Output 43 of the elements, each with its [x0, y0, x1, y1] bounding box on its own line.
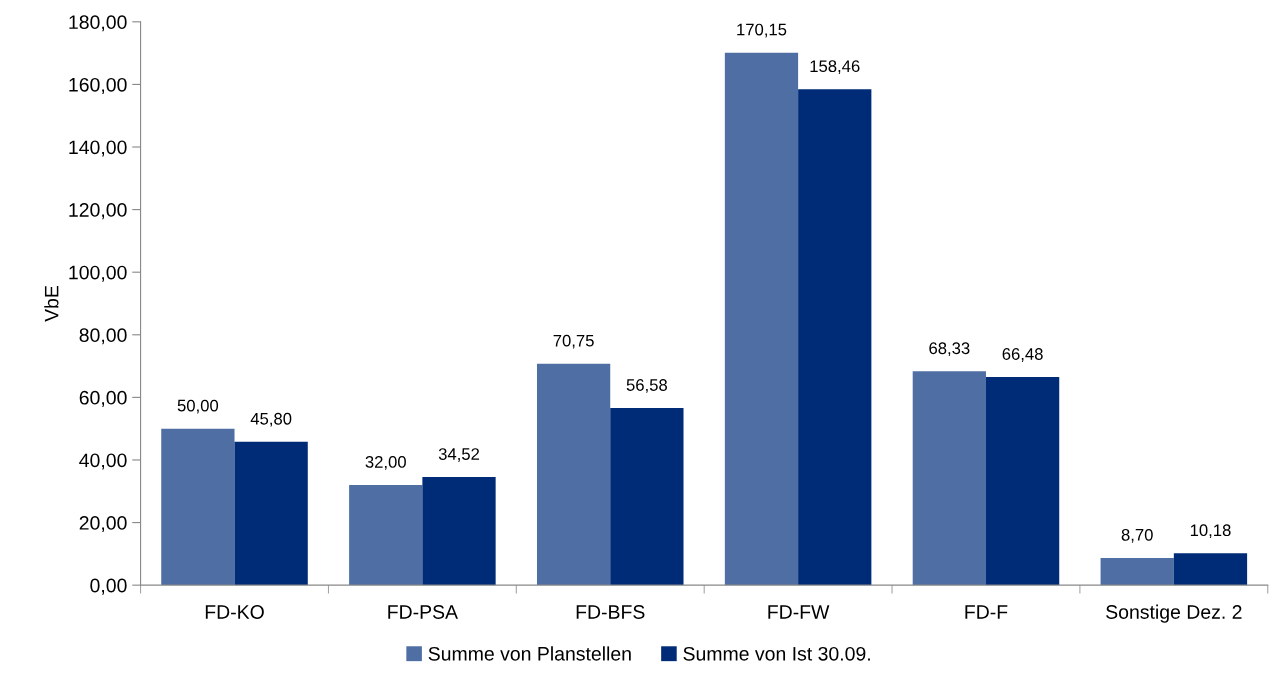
legend-label: Summe von Planstellen — [428, 646, 631, 661]
x-tick-label: Sonstige Dez. 2 — [1106, 604, 1242, 623]
x-tick-label: FD-BFS — [576, 605, 645, 619]
y-tick-label: 120,00 — [69, 203, 127, 220]
bar — [349, 485, 423, 586]
bar — [234, 441, 308, 586]
x-tick-label: FD-KO — [205, 605, 264, 619]
bar — [798, 89, 872, 586]
data-label: 170,15 — [737, 23, 787, 38]
data-label: 8,70 — [1121, 528, 1153, 543]
y-tick-label: 0,00 — [90, 578, 127, 595]
x-tick-label: FD-F — [965, 605, 1008, 619]
bar — [912, 371, 986, 586]
data-label: 10,18 — [1190, 524, 1231, 539]
bar — [724, 52, 799, 586]
legend-label: Summe von Ist 30.09. — [683, 646, 870, 661]
data-label: 50,00 — [177, 399, 219, 414]
y-tick-label: 100,00 — [69, 265, 127, 282]
data-label: 158,46 — [810, 60, 860, 75]
y-tick-label: 180,00 — [69, 15, 127, 32]
y-tick-label: 60,00 — [79, 390, 127, 407]
data-label: 45,80 — [250, 412, 292, 427]
data-label: 70,75 — [553, 334, 594, 349]
bar — [422, 477, 496, 586]
data-label: 34,52 — [438, 448, 480, 462]
bar — [610, 408, 684, 586]
y-tick-label: 160,00 — [69, 77, 127, 94]
y-tick-label: 40,00 — [79, 453, 127, 470]
bar — [1173, 553, 1248, 586]
data-label: 68,33 — [929, 342, 970, 357]
bar — [1100, 557, 1174, 586]
bar — [985, 377, 1060, 586]
bar — [161, 428, 235, 586]
y-tick-label: 140,00 — [69, 140, 127, 157]
data-label: 32,00 — [365, 456, 406, 470]
bar — [536, 363, 611, 586]
x-tick-label: FD-FW — [768, 605, 830, 619]
y-tick-label: 80,00 — [79, 328, 127, 345]
y-axis-title: VbE — [44, 285, 59, 322]
data-label: 56,58 — [626, 379, 668, 393]
data-label: 66,48 — [1002, 348, 1043, 362]
x-tick-label: FD-PSA — [388, 605, 458, 619]
y-tick-label: 20,00 — [79, 516, 127, 533]
